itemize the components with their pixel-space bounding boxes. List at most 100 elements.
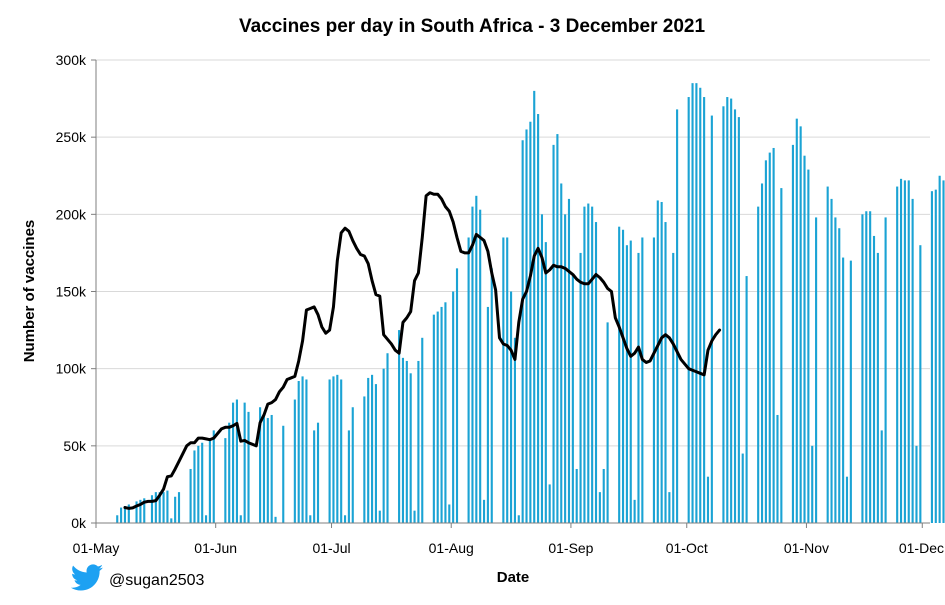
bar (282, 425, 285, 523)
moving-average-line (123, 191, 722, 510)
bar (629, 240, 632, 523)
bar (170, 518, 173, 523)
bar (340, 379, 343, 523)
bar (552, 144, 555, 523)
bar (232, 402, 235, 523)
bar (120, 507, 123, 523)
bar (471, 206, 474, 523)
bar (811, 445, 814, 523)
bar (687, 97, 690, 523)
bar (579, 252, 582, 524)
bar (336, 374, 339, 523)
twitter-bird-icon (70, 564, 103, 591)
bar (838, 228, 841, 523)
bar (409, 373, 412, 523)
y-tick-label: 100k (56, 361, 87, 377)
bar (378, 510, 381, 523)
y-tick-label: 200k (56, 206, 87, 222)
bar (757, 206, 760, 523)
bar (930, 191, 933, 523)
bar (274, 516, 277, 523)
bar (660, 201, 663, 524)
bar (174, 496, 177, 523)
bar (849, 260, 852, 523)
bar (764, 160, 767, 523)
bar (598, 492, 601, 523)
bar (467, 237, 470, 524)
bar (691, 83, 694, 524)
bar (343, 515, 347, 523)
bar (305, 379, 308, 523)
gridlines (96, 59, 930, 447)
bar (332, 376, 335, 523)
line-series (123, 191, 722, 510)
bar (123, 506, 127, 523)
bar (834, 217, 837, 524)
bar (143, 498, 146, 523)
chart-title: Vaccines per day in South Africa - 3 Dec… (239, 16, 705, 37)
bar (942, 180, 945, 523)
bar (676, 109, 679, 523)
bar (606, 322, 609, 523)
bar (440, 306, 443, 523)
bar (228, 422, 231, 523)
bar (316, 422, 320, 523)
bar (826, 186, 829, 524)
bar (710, 115, 713, 523)
x-tick-label: 01-Aug (429, 540, 474, 556)
bar (243, 402, 246, 523)
bar (521, 140, 524, 523)
bar (815, 217, 818, 524)
bar (417, 360, 420, 523)
bar (915, 445, 918, 523)
bar (374, 384, 377, 523)
bar (513, 337, 516, 523)
bar (266, 418, 269, 523)
bar (177, 492, 181, 523)
bar (776, 414, 779, 523)
bar (154, 492, 157, 523)
bar (197, 445, 200, 523)
bar (455, 268, 459, 523)
bar (367, 377, 370, 523)
bar (911, 198, 914, 523)
bar (722, 106, 725, 524)
bar (533, 90, 536, 524)
bar (556, 134, 559, 523)
bar (737, 117, 740, 523)
bar (741, 453, 744, 523)
bar (668, 492, 671, 523)
bar (475, 195, 478, 523)
y-tick-label: 0k (71, 515, 87, 531)
bar (872, 235, 876, 523)
bar (637, 252, 640, 524)
bar (158, 492, 161, 523)
bar (270, 414, 273, 523)
bar (529, 121, 532, 523)
bar (309, 515, 312, 523)
bar (772, 147, 775, 523)
bar (583, 206, 586, 523)
bar (768, 152, 771, 523)
bar (795, 118, 798, 524)
bar (730, 98, 733, 523)
axes: 0k 50k 100k 150k 200k 250k 300k 01-May 01-Jun 01-… (56, 52, 944, 556)
bar (413, 510, 416, 523)
bar (201, 442, 204, 523)
bar (444, 302, 447, 523)
bar (421, 337, 424, 523)
bar (934, 189, 937, 523)
bar (301, 376, 304, 523)
bar (830, 198, 833, 523)
bar (633, 499, 636, 523)
bar (208, 438, 211, 523)
bar (560, 183, 563, 523)
bar (907, 180, 910, 523)
bar (347, 430, 350, 523)
bar (293, 399, 296, 523)
x-tick-label: 01-May (73, 540, 120, 556)
bar (371, 374, 374, 523)
x-tick-label: 01-Sep (548, 540, 593, 556)
bar (919, 245, 922, 523)
